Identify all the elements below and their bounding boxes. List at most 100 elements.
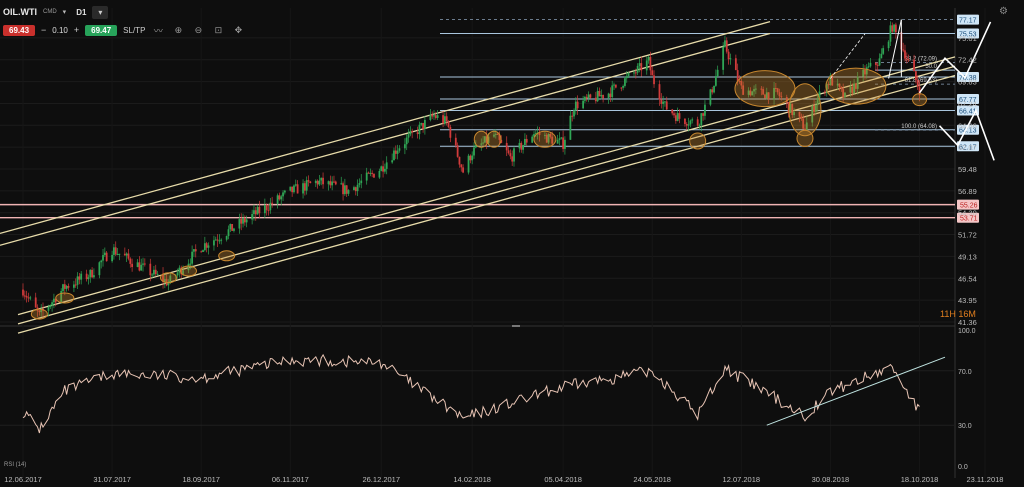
candle-body [78,276,81,280]
candle-body [187,263,190,271]
price-tick-label: 41.36 [958,318,977,327]
candle-body [191,251,194,264]
candle-body [711,89,714,93]
candle-body [625,76,628,79]
candle-body [154,269,157,274]
candle-body [316,180,319,185]
level-badge [957,94,979,105]
zoom-in-icon[interactable]: ⊕ [174,24,183,35]
candle-body [914,71,917,81]
candle-body [25,295,28,298]
candle-body [407,134,410,138]
candle-body [611,85,614,98]
buy-button[interactable]: 69.47 [85,24,118,36]
level-badge-label: 77.17 [959,18,977,25]
rsi-panel: 100.0 70.0 30.0 0.0 [0,328,976,471]
timeframe-label[interactable]: D1 [76,7,87,17]
candle-body [636,65,639,73]
candle-body [813,105,815,112]
candle-body [162,273,164,282]
candle-body [816,97,819,106]
candle-body [23,295,26,297]
candle-body [105,252,108,262]
price-tick-label: 64.66 [958,121,977,130]
candle-body [742,85,745,95]
projection-bearish [938,108,995,161]
candle-body [420,122,423,125]
candle-body [714,76,717,86]
increase-volume-button[interactable]: + [73,25,80,35]
settings-gear-icon[interactable]: ⚙ [999,6,1008,17]
candle-body [62,284,64,292]
candle-body [700,113,703,125]
channel-upper-line [0,21,771,235]
level-badge-label: 70.38 [959,75,977,82]
candle-body [242,218,244,224]
candle-body [716,69,719,77]
candle-body [496,133,499,135]
level-badge-label: 53.71 [960,216,978,223]
zoom-out-icon[interactable]: ⊖ [194,24,203,35]
candle-body [98,262,101,276]
candle-body [131,263,134,268]
candle-body [76,276,79,285]
candle-body [74,284,77,286]
symbol-dropdown-icon[interactable]: ▾ [62,9,67,16]
candle-body [585,96,588,99]
zoom-reset-icon[interactable]: ⊡ [214,24,223,35]
candle-body [378,170,381,178]
candle-body [696,119,699,126]
time-tick-label: 12.06.2017 [4,475,42,484]
candle-body [227,229,230,237]
candle-body [193,249,195,252]
candle-body [103,252,106,256]
candle-body [34,297,37,308]
candle-body [836,83,839,86]
candle-body [340,183,343,185]
candle-body [905,58,908,60]
timeframe-dropdown-button[interactable]: ▾ [92,5,109,19]
candle-body [913,59,915,72]
candle-body [123,253,126,256]
candle-body [200,251,203,253]
highlight-ellipse [179,265,197,277]
candle-body [865,67,868,75]
level-badge-label: 62.17 [959,144,977,151]
candle-body [176,272,179,276]
candle-body [831,75,834,86]
candle-body [271,202,274,204]
candle-body [411,130,414,133]
candle-body [334,181,337,185]
candle-body [842,88,845,98]
candle-body [493,134,495,137]
symbol-label[interactable]: OIL.WTI [3,7,37,17]
candle-body [562,137,565,149]
candle-body [880,53,883,59]
candle-body [600,95,603,97]
sell-button[interactable]: 69.43 [3,24,36,36]
candle-body [829,75,832,86]
candle-body [876,64,879,66]
candle-body [851,86,854,94]
candle-body [856,76,859,89]
rsi-indicator-label: RSI (14) [4,462,27,468]
candle-body [678,113,681,119]
candle-body [434,115,437,118]
sltp-button[interactable]: SL/TP [123,25,146,35]
level-badge-label: 67.77 [959,97,977,104]
chart-type-icon[interactable]: 〰 [153,25,163,36]
candle-body [793,111,795,116]
fib-label: 61.8 (69.53) [905,78,937,84]
level-badge-label: 64.13 [959,128,977,135]
level-badge-label: 55.26 [960,203,978,210]
candle-body [747,90,750,95]
price-tick-label: 43.95 [958,296,977,305]
crosshair-icon[interactable]: ✥ [234,24,243,35]
candle-body [156,273,159,275]
level-badge [957,124,979,135]
candle-body [602,95,605,99]
decrease-volume-button[interactable]: − [41,25,47,35]
candle-body [102,255,104,261]
candle-body [864,69,866,75]
